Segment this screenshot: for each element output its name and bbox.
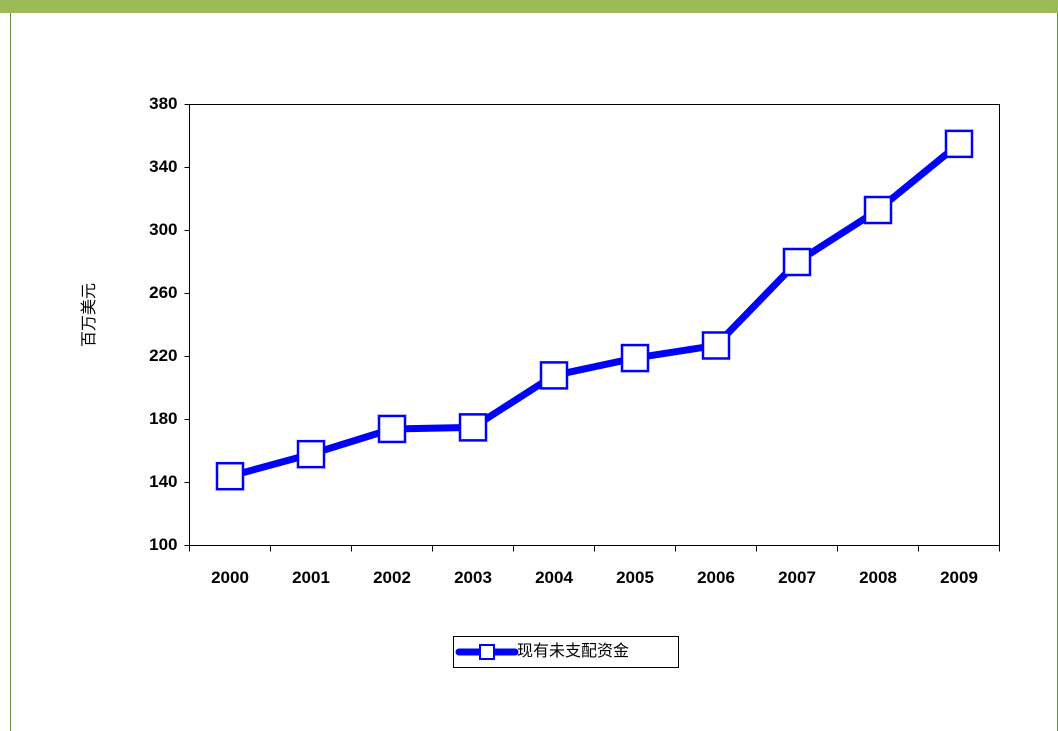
marker [539, 361, 569, 390]
x-tick-label: 2007 [778, 568, 816, 587]
y-axis-label: 百万美元 [80, 283, 98, 347]
x-tick-label: 2009 [940, 568, 978, 587]
y-tick-label: 300 [149, 220, 177, 239]
x-tick-label: 2006 [697, 568, 735, 587]
y-tick-label: 100 [149, 535, 177, 554]
marker [701, 331, 731, 360]
marker [215, 461, 245, 491]
line [229, 141, 962, 480]
x-tick-label: 2002 [373, 568, 411, 587]
marker [296, 439, 326, 469]
marker [620, 343, 650, 373]
y-tick-label: 260 [149, 283, 177, 302]
y-tick-label: 140 [149, 472, 177, 491]
y-tick-label: 180 [149, 409, 177, 428]
legend-marker [479, 644, 495, 660]
plot-area [189, 104, 1000, 546]
x-tick-label: 2003 [454, 568, 492, 587]
x-tick-label: 2008 [859, 568, 897, 587]
marker [944, 129, 974, 159]
marker [863, 195, 893, 225]
marker [377, 414, 407, 444]
y-tick-label: 220 [149, 346, 177, 365]
x-tick-label: 2000 [211, 568, 249, 587]
y-tick-label: 380 [149, 94, 177, 113]
marker [782, 247, 812, 277]
x-tick-label: 2005 [616, 568, 654, 587]
legend-label: 现有未支配资金 [517, 642, 629, 660]
x-tick-label: 2004 [535, 568, 573, 587]
header-bar [0, 0, 1058, 13]
y-tick-label: 340 [149, 157, 177, 176]
marker [458, 413, 488, 442]
x-tick-label: 2001 [292, 568, 330, 587]
